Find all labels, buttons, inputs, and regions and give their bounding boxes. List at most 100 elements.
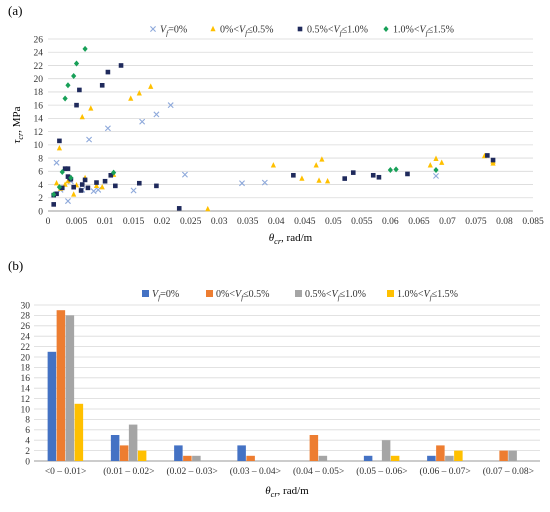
x-tick-label: 0.04 [268, 217, 285, 227]
bar [74, 403, 84, 461]
y-tick-label: 6 [38, 168, 43, 178]
data-point [239, 180, 245, 187]
data-point [313, 162, 319, 168]
x-category-label: (0.02 – 0.03> [166, 466, 217, 477]
x-tick-label: 0.02 [154, 217, 171, 227]
x-category-label: (0.05 – 0.06> [356, 466, 407, 477]
y-tick-label: 22 [34, 62, 44, 72]
y-tick-label: 12 [21, 395, 31, 405]
x-category-label: (0.07 – 0.08> [483, 466, 534, 477]
bar [508, 450, 517, 461]
data-point [71, 73, 77, 80]
x-tick-label: 0.06 [382, 217, 399, 227]
x-tick-label: 0.07 [439, 217, 456, 227]
x-tick-label: 0.025 [180, 217, 202, 227]
y-tick-label: 4 [38, 181, 43, 191]
x-tick-label: 0.08 [496, 217, 513, 227]
y-tick-label: 14 [21, 385, 31, 395]
legend-label: 0%<Vf≤0.5% [216, 289, 270, 302]
x-axis-title: θcr, rad/m [265, 485, 309, 499]
y-tick-label: 4 [25, 437, 30, 447]
y-tick-label: 2 [25, 447, 30, 457]
y-tick-label: 30 [21, 301, 31, 311]
x-tick-label: 0.05 [325, 217, 342, 227]
data-point [139, 118, 146, 125]
data-point [376, 174, 382, 180]
legend-swatch [142, 290, 149, 297]
legend-marker [210, 25, 216, 32]
data-point [59, 168, 65, 175]
data-point [261, 179, 268, 186]
data-point [65, 166, 71, 171]
data-point [299, 175, 305, 181]
data-point [56, 184, 63, 191]
data-point [433, 172, 439, 179]
data-point [105, 69, 111, 75]
legend-swatch [206, 290, 213, 297]
data-point [136, 180, 142, 186]
y-tick-label: 20 [34, 75, 44, 85]
data-point [118, 63, 124, 68]
bar [246, 455, 255, 461]
data-point [59, 185, 65, 191]
bar [318, 455, 328, 461]
bar [309, 435, 319, 461]
data-point [148, 83, 154, 89]
data-point [136, 90, 142, 96]
data-point [433, 155, 439, 161]
data-point [291, 172, 296, 178]
y-tick-label: 6 [25, 426, 30, 436]
data-point [111, 169, 117, 176]
legend-label: 0%<Vf≤0.5% [220, 25, 274, 38]
data-point [439, 159, 445, 165]
bar [183, 455, 192, 461]
y-tick-label: 14 [34, 115, 44, 125]
data-point [51, 191, 57, 198]
y-tick-label: 24 [34, 49, 44, 59]
x-tick-label: 0 [46, 217, 51, 227]
data-point [62, 166, 68, 171]
legend-marker [150, 26, 156, 32]
bar [499, 450, 508, 461]
data-point [79, 113, 85, 120]
data-point [433, 166, 439, 173]
data-point [485, 153, 490, 158]
data-point [51, 202, 57, 207]
data-point [153, 111, 160, 118]
x-tick-label: 0.035 [237, 217, 259, 227]
x-category-label: <0 – 0.01> [45, 467, 87, 477]
data-point [130, 187, 137, 194]
y-tick-label: 8 [38, 154, 43, 164]
data-point [65, 82, 71, 89]
data-point [128, 95, 134, 101]
bar [454, 450, 463, 461]
x-tick-label: 0.01 [97, 217, 114, 227]
data-point [393, 166, 399, 173]
data-point [154, 183, 159, 189]
y-tick-label: 10 [21, 405, 31, 415]
data-point [56, 144, 63, 151]
data-point [74, 102, 79, 108]
data-point [370, 172, 376, 178]
y-tick-label: 0 [38, 207, 43, 217]
x-tick-label: 0.015 [123, 217, 145, 227]
legend-label: 1.0%<Vf≤1.5% [393, 25, 454, 38]
data-point [82, 177, 88, 183]
data-point [82, 45, 88, 52]
x-tick-label: 0.045 [294, 217, 316, 227]
bar [363, 455, 373, 461]
x-tick-label: 0.055 [351, 217, 373, 227]
bar [47, 351, 57, 461]
data-point [181, 171, 188, 178]
bar [65, 315, 75, 461]
legend-marker [383, 26, 389, 32]
data-point [90, 188, 97, 195]
x-tick-label: 0.005 [66, 217, 88, 227]
y-tick-label: 18 [34, 88, 44, 98]
data-point [79, 182, 85, 187]
y-tick-label: 0 [25, 457, 30, 467]
data-point [65, 178, 71, 184]
data-point [94, 180, 99, 185]
bar [445, 455, 454, 461]
